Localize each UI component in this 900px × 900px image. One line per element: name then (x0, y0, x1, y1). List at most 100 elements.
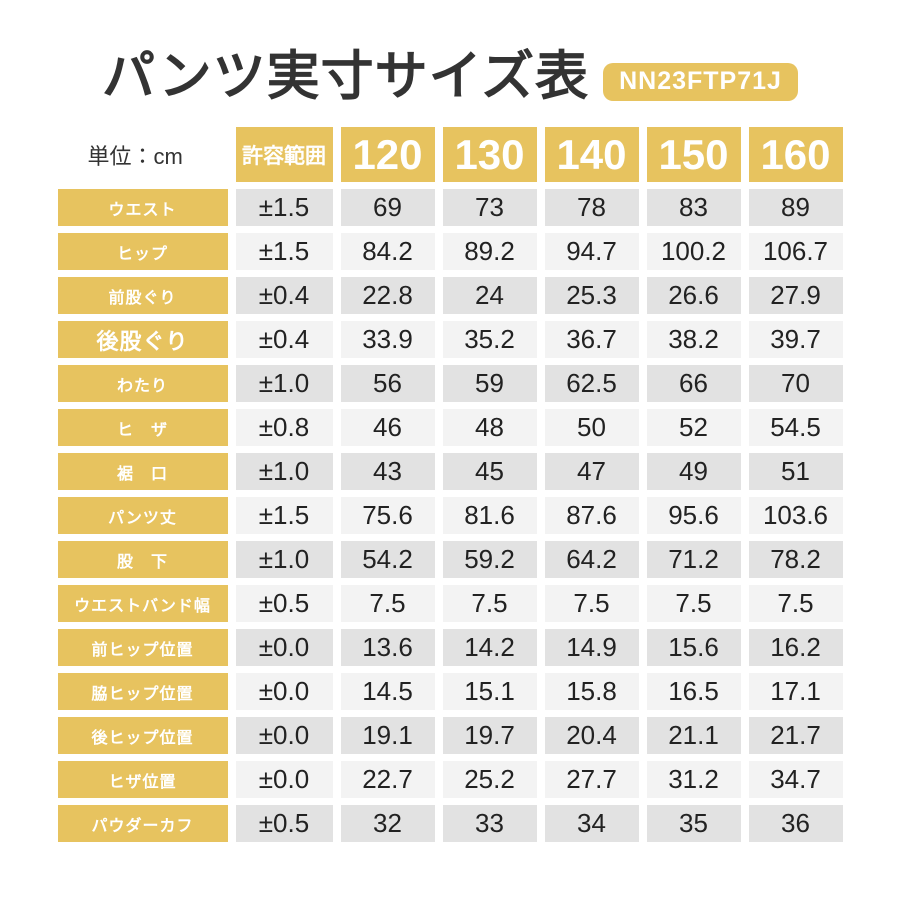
value-cell: 48 (442, 409, 537, 446)
value-cell: 47 (544, 453, 639, 490)
value-cell: 16.5 (646, 673, 741, 710)
value-cell: 34.7 (748, 761, 843, 798)
value-cell: 33 (442, 805, 537, 842)
row-label: 裾 口 (57, 453, 228, 490)
value-cell: 51 (748, 453, 843, 490)
value-cell: 62.5 (544, 365, 639, 402)
value-cell: 22.8 (340, 277, 435, 314)
value-cell: 59 (442, 365, 537, 402)
value-cell: 103.6 (748, 497, 843, 534)
tolerance-cell: ±1.0 (235, 453, 333, 490)
value-cell: 94.7 (544, 233, 639, 270)
value-cell: 52 (646, 409, 741, 446)
tolerance-cell: ±0.8 (235, 409, 333, 446)
value-cell: 39.7 (748, 321, 843, 358)
row-label: ヒ ザ (57, 409, 228, 446)
value-cell: 43 (340, 453, 435, 490)
value-cell: 56 (340, 365, 435, 402)
value-cell: 21.1 (646, 717, 741, 754)
value-cell: 38.2 (646, 321, 741, 358)
value-cell: 17.1 (748, 673, 843, 710)
tolerance-cell: ±1.0 (235, 541, 333, 578)
value-cell: 16.2 (748, 629, 843, 666)
value-cell: 59.2 (442, 541, 537, 578)
tolerance-cell: ±1.5 (235, 233, 333, 270)
value-cell: 81.6 (442, 497, 537, 534)
value-cell: 15.8 (544, 673, 639, 710)
size-column-header-160: 160 (748, 127, 843, 182)
value-cell: 78 (544, 189, 639, 226)
value-cell: 14.9 (544, 629, 639, 666)
value-cell: 69 (340, 189, 435, 226)
value-cell: 75.6 (340, 497, 435, 534)
value-cell: 46 (340, 409, 435, 446)
row-label: ヒザ位置 (57, 761, 228, 798)
value-cell: 36.7 (544, 321, 639, 358)
value-cell: 89.2 (442, 233, 537, 270)
row-label: パンツ丈 (57, 497, 228, 534)
tolerance-cell: ±0.4 (235, 277, 333, 314)
row-label: ウエスト (57, 189, 228, 226)
size-column-header-150: 150 (646, 127, 741, 182)
value-cell: 32 (340, 805, 435, 842)
value-cell: 36 (748, 805, 843, 842)
value-cell: 66 (646, 365, 741, 402)
tolerance-cell: ±0.0 (235, 761, 333, 798)
value-cell: 7.5 (646, 585, 741, 622)
value-cell: 106.7 (748, 233, 843, 270)
value-cell: 84.2 (340, 233, 435, 270)
value-cell: 54.5 (748, 409, 843, 446)
tolerance-cell: ±1.5 (235, 189, 333, 226)
value-cell: 33.9 (340, 321, 435, 358)
value-cell: 26.6 (646, 277, 741, 314)
value-cell: 31.2 (646, 761, 741, 798)
value-cell: 15.1 (442, 673, 537, 710)
value-cell: 24 (442, 277, 537, 314)
title-row: パンツ実寸サイズ表 NN23FTP71J (0, 0, 900, 116)
value-cell: 49 (646, 453, 741, 490)
size-column-header-120: 120 (340, 127, 435, 182)
row-label: 脇ヒップ位置 (57, 673, 228, 710)
value-cell: 35 (646, 805, 741, 842)
value-cell: 13.6 (340, 629, 435, 666)
value-cell: 78.2 (748, 541, 843, 578)
value-cell: 35.2 (442, 321, 537, 358)
row-label: ヒップ (57, 233, 228, 270)
row-label: わたり (57, 365, 228, 402)
tolerance-cell: ±1.5 (235, 497, 333, 534)
value-cell: 73 (442, 189, 537, 226)
value-cell: 7.5 (544, 585, 639, 622)
value-cell: 19.7 (442, 717, 537, 754)
value-cell: 70 (748, 365, 843, 402)
value-cell: 15.6 (646, 629, 741, 666)
size-column-header-140: 140 (544, 127, 639, 182)
value-cell: 100.2 (646, 233, 741, 270)
value-cell: 27.9 (748, 277, 843, 314)
value-cell: 14.2 (442, 629, 537, 666)
row-label: 前股ぐり (57, 277, 228, 314)
tolerance-cell: ±1.0 (235, 365, 333, 402)
size-table: 単位：cm 許容範囲 120 130 140 150 160 ウエスト ±1.5 69 73 78 83… (57, 127, 843, 842)
value-cell: 25.2 (442, 761, 537, 798)
value-cell: 19.1 (340, 717, 435, 754)
value-cell: 21.7 (748, 717, 843, 754)
value-cell: 64.2 (544, 541, 639, 578)
value-cell: 25.3 (544, 277, 639, 314)
product-code-badge: NN23FTP71J (603, 63, 798, 101)
value-cell: 7.5 (340, 585, 435, 622)
row-label: ウエストバンド幅 (57, 585, 228, 622)
tolerance-cell: ±0.5 (235, 805, 333, 842)
value-cell: 87.6 (544, 497, 639, 534)
value-cell: 7.5 (748, 585, 843, 622)
value-cell: 20.4 (544, 717, 639, 754)
unit-label: 単位：cm (57, 127, 228, 182)
value-cell: 83 (646, 189, 741, 226)
row-label: 後ヒップ位置 (57, 717, 228, 754)
value-cell: 50 (544, 409, 639, 446)
value-cell: 45 (442, 453, 537, 490)
tolerance-cell: ±0.0 (235, 629, 333, 666)
tolerance-cell: ±0.4 (235, 321, 333, 358)
value-cell: 34 (544, 805, 639, 842)
value-cell: 27.7 (544, 761, 639, 798)
